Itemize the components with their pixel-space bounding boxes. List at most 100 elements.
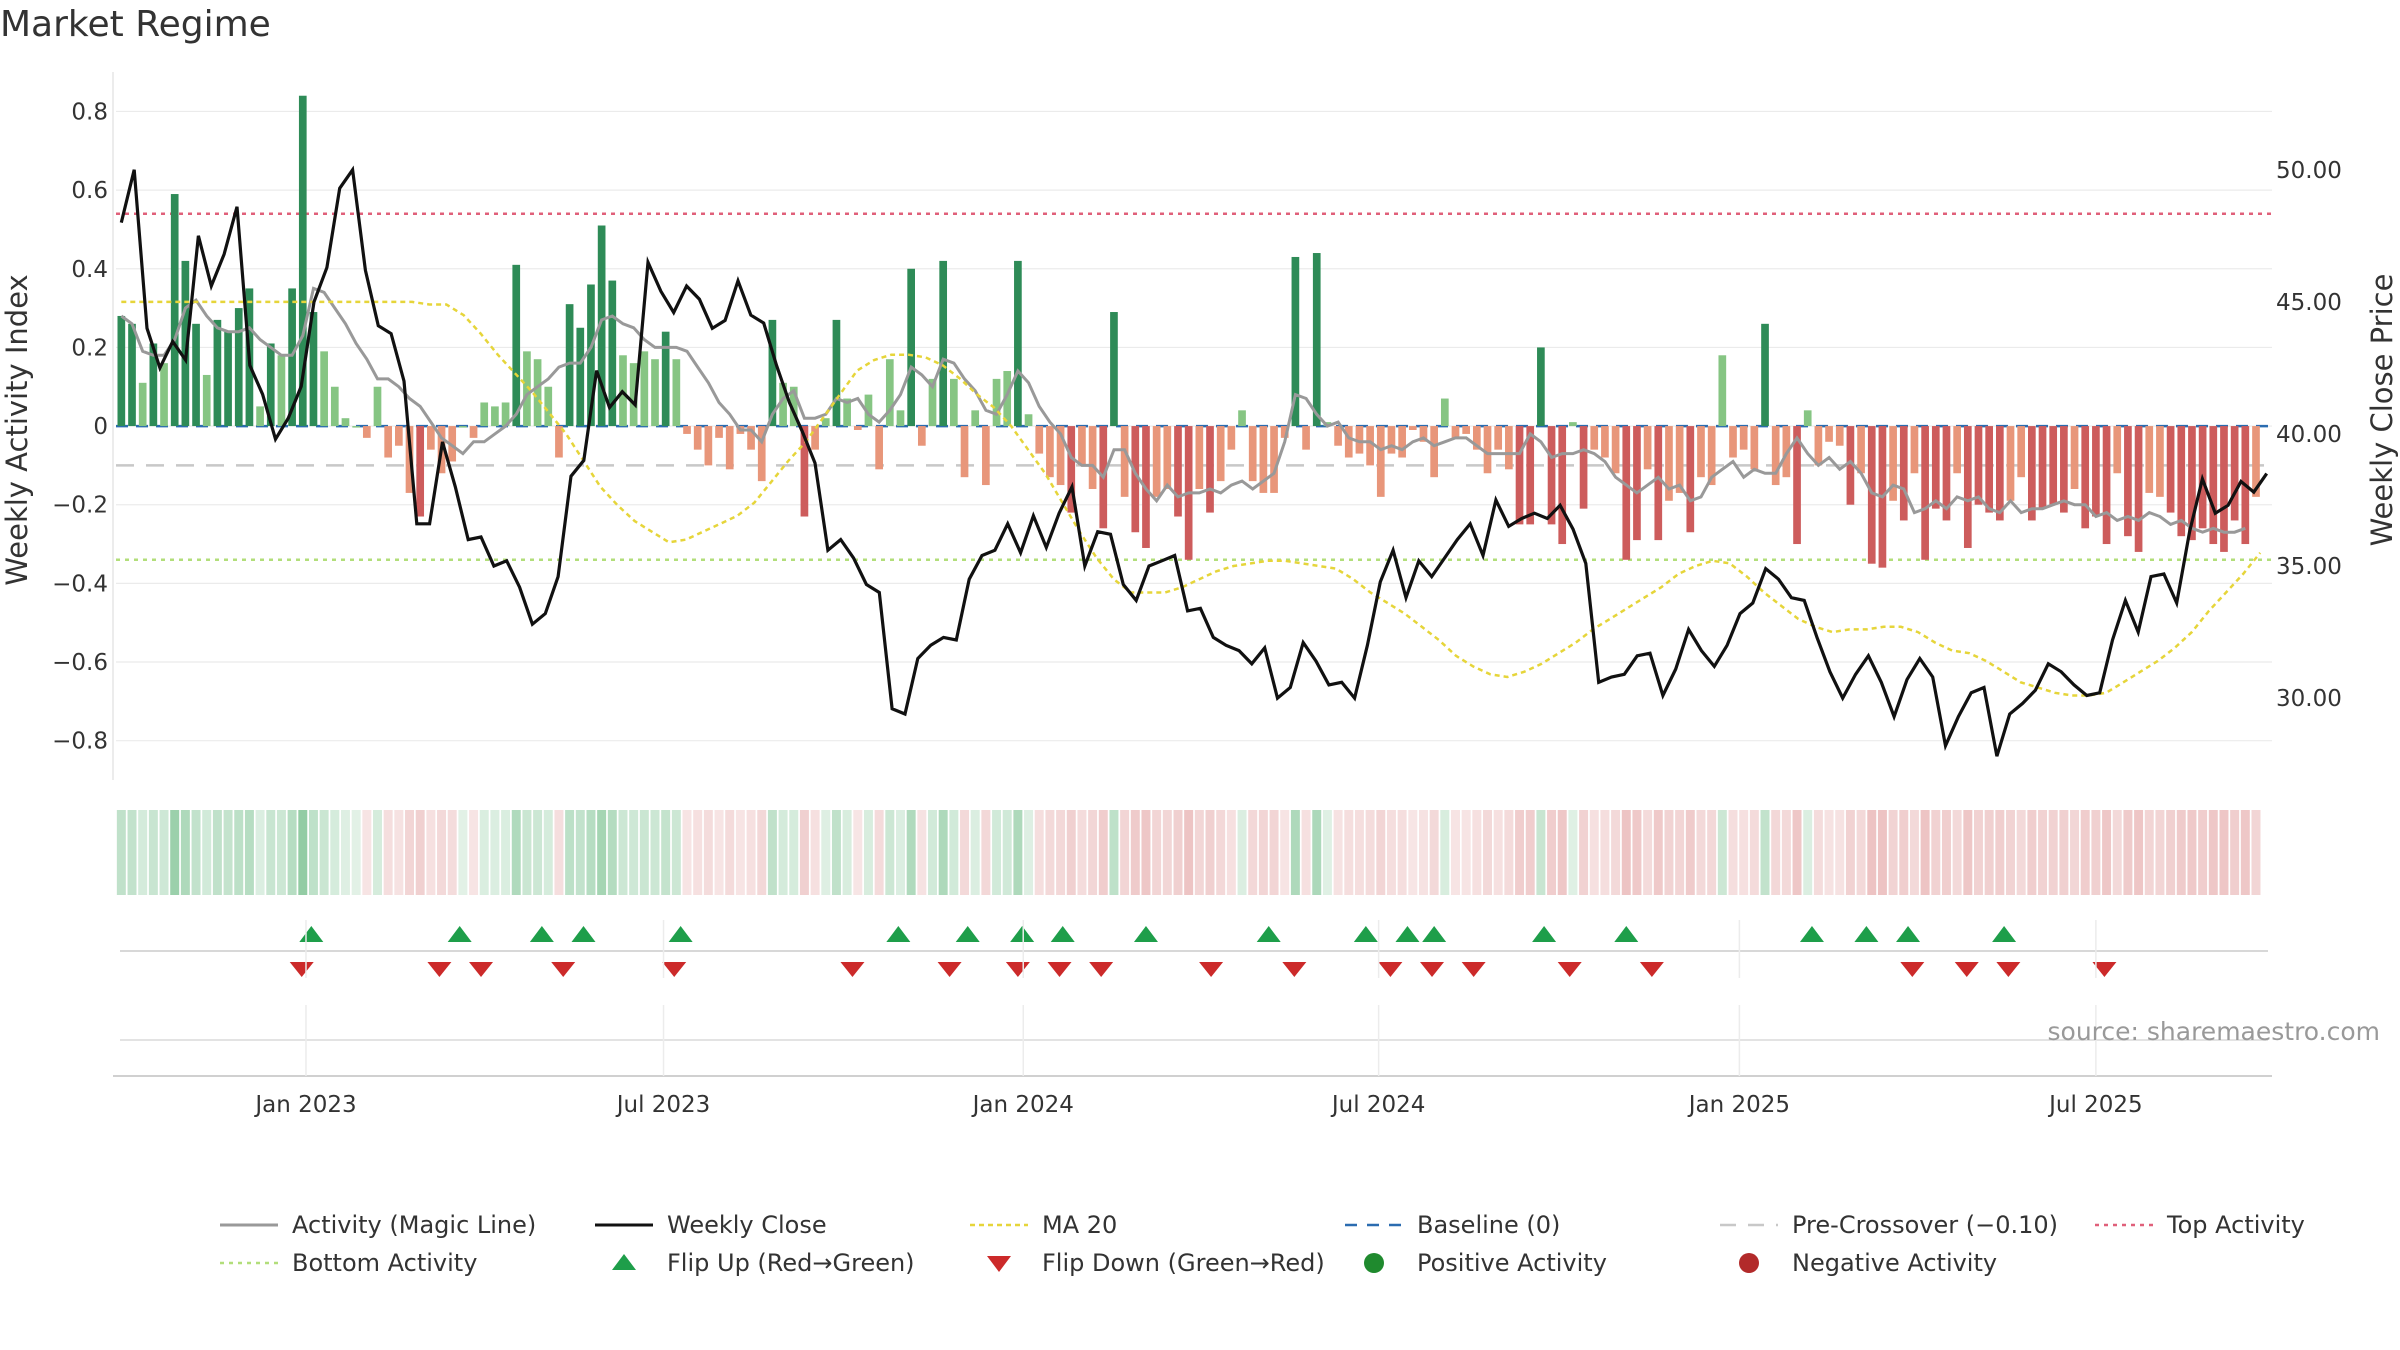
activity-bar <box>1707 426 1716 486</box>
legend-label: Negative Activity <box>1792 1249 1997 1277</box>
activity-bar <box>256 406 264 427</box>
regime-strip-cell <box>2059 810 2069 895</box>
regime-strip-cell <box>1397 810 1407 895</box>
regime-strip-cell <box>1803 810 1813 895</box>
activity-bar <box>459 426 467 428</box>
left-tick-label: −0.2 <box>52 493 108 519</box>
regime-strip-cell <box>1034 810 1044 895</box>
activity-bar <box>1440 398 1449 427</box>
activity-bar <box>2102 426 2111 545</box>
regime-strip-cell <box>1813 810 1823 895</box>
activity-bar <box>1472 426 1481 450</box>
regime-strip-cell <box>2198 810 2208 895</box>
activity-bar <box>1387 426 1396 454</box>
legend-label: Pre-Crossover (−0.10) <box>1792 1211 2058 1239</box>
regime-strip-cell <box>1045 810 1055 895</box>
activity-bar <box>1889 426 1897 501</box>
regime-strip-cell <box>394 810 404 895</box>
activity-bar <box>288 288 296 427</box>
regime-strip-cell <box>629 810 639 895</box>
x-tick-label: Jan 2024 <box>971 1092 1074 1118</box>
regime-strip-cell <box>575 810 585 895</box>
regime-strip-cell <box>1301 810 1311 895</box>
flip-down-marker <box>2092 962 2117 977</box>
activity-bar <box>1974 426 1983 505</box>
legend-item-ma: MA 20 <box>970 1211 1117 1239</box>
activity-bars <box>117 95 2260 568</box>
activity-bar <box>1867 426 1876 564</box>
activity-bar <box>1611 426 1620 474</box>
activity-bar <box>1462 426 1471 434</box>
activity-bar <box>661 331 670 427</box>
activity-bar <box>373 386 382 427</box>
flip-up-marker <box>886 926 911 942</box>
activity-bar <box>693 426 702 450</box>
activity-bar <box>1718 355 1727 427</box>
regime-strip-cell <box>1717 810 1727 895</box>
regime-strip-cell <box>340 810 350 895</box>
ma20-line <box>121 300 2262 697</box>
regime-strip-cell <box>1184 810 1194 895</box>
activity-bar <box>821 418 830 427</box>
activity-bar <box>160 363 168 427</box>
activity-bar <box>1334 426 1342 446</box>
activity-bar <box>533 359 542 427</box>
negative-dot-icon <box>1739 1253 1759 1273</box>
activity-bar <box>672 359 681 427</box>
activity-bar <box>2124 426 2132 537</box>
activity-bar <box>2006 426 2015 501</box>
regime-strip-cell <box>703 810 713 895</box>
series-lines <box>119 165 2269 757</box>
activity-bar <box>875 426 883 470</box>
regime-strip-cell <box>1600 810 1610 895</box>
regime-strip-cell <box>1408 810 1418 895</box>
regime-strip-cell <box>1835 810 1845 895</box>
activity-bar <box>1526 426 1535 525</box>
regime-strip-cell <box>1611 810 1621 895</box>
x-tick-label: Jan 2023 <box>253 1092 356 1118</box>
regime-strip-cell <box>896 810 905 895</box>
flip-up-marker <box>1532 926 1557 942</box>
regime-strip-cell <box>1632 810 1642 895</box>
regime-strip-cell <box>308 810 318 895</box>
activity-bar <box>1302 426 1310 450</box>
flip-up-marker <box>529 926 554 942</box>
regime-strip-cell <box>1344 810 1354 895</box>
regime-strip-cell <box>469 810 479 895</box>
regime-strip-cell <box>276 810 286 895</box>
regime-strip-cell <box>1472 810 1482 895</box>
regime-strip-cell <box>127 810 137 895</box>
legend-label: Baseline (0) <box>1417 1211 1560 1239</box>
activity-bar <box>1110 312 1118 427</box>
activity-bar <box>1814 426 1823 466</box>
regime-strip-cell <box>180 810 190 895</box>
regime-strip-cell <box>2155 810 2165 895</box>
x-tick-label: Jul 2024 <box>1330 1092 1426 1118</box>
regime-strip-cell <box>351 810 361 895</box>
flip-up-marker <box>955 926 980 942</box>
regime-strip-cell <box>2038 810 2048 895</box>
regime-strip-cell <box>1568 810 1578 895</box>
activity-bar <box>608 280 617 427</box>
regime-strip-cell <box>1312 810 1322 895</box>
activity-bar <box>2060 426 2068 513</box>
activity-bar <box>683 426 691 434</box>
regime-strip-cell <box>938 810 948 895</box>
regime-strip-cell <box>906 810 916 895</box>
regime-strip-cell <box>1141 810 1151 895</box>
regime-strip-cell <box>533 810 543 895</box>
regime-strip-cell <box>1354 810 1364 895</box>
activity-bar <box>2156 426 2164 497</box>
regime-strip-cell <box>586 810 596 895</box>
activity-bar <box>1120 426 1129 497</box>
regime-strip-cell <box>2123 810 2133 895</box>
regime-strip-cell <box>853 810 863 895</box>
regime-strip-cell <box>1792 810 1802 895</box>
regime-strip-cell <box>1056 810 1066 895</box>
flip-down-marker <box>840 962 865 977</box>
source-label: source: sharemaestro.com <box>2048 1017 2381 1046</box>
activity-bar <box>1270 426 1278 493</box>
regime-strip-cell <box>1824 810 1834 895</box>
flip-up-marker <box>1854 926 1879 942</box>
